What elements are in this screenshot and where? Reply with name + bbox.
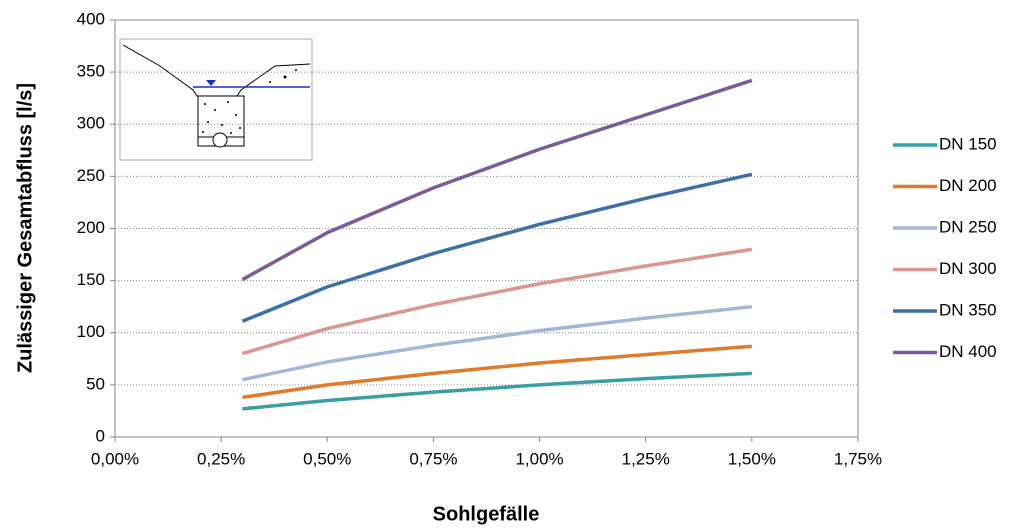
x-tick-label: 0,25% <box>197 449 245 468</box>
legend-label: DN 400 <box>939 342 997 361</box>
x-tick-label: 1,75% <box>834 449 882 468</box>
y-tick-label: 100 <box>77 322 105 341</box>
legend-label: DN 150 <box>939 134 997 153</box>
x-tick-label: 1,25% <box>622 449 670 468</box>
series-line <box>241 247 753 356</box>
gravel <box>202 69 297 134</box>
y-tick-label: 50 <box>86 374 105 393</box>
inset-diagram <box>119 38 313 161</box>
water-marker <box>206 80 216 86</box>
legend-label: DN 200 <box>939 176 997 195</box>
y-tick-label: 300 <box>77 114 105 133</box>
legend-label: DN 350 <box>939 300 997 319</box>
y-tick-label: 150 <box>77 270 105 289</box>
legend-label: DN 300 <box>939 259 997 278</box>
x-tick-label: 0,50% <box>303 449 351 468</box>
series-line <box>242 304 753 382</box>
x-tick-label: 0,00% <box>91 449 139 468</box>
y-axis-title: Zulässiger Gesamtabfluss [l/s] <box>14 83 36 373</box>
y-tick-label: 200 <box>77 218 105 237</box>
y-tick-label: 350 <box>77 62 105 81</box>
x-tick-label: 1,00% <box>515 449 563 468</box>
series-line <box>241 78 753 282</box>
x-tick-label: 1,50% <box>728 449 776 468</box>
pipe <box>212 132 228 148</box>
legend-label: DN 250 <box>939 217 997 236</box>
x-tick-label: 0,75% <box>409 449 457 468</box>
series-line <box>241 172 753 323</box>
series-line <box>242 371 752 411</box>
y-tick-label: 400 <box>77 9 105 28</box>
y-tick-label: 0 <box>96 426 105 445</box>
series-line <box>242 344 752 400</box>
y-tick-label: 250 <box>77 166 105 185</box>
x-axis-title: Sohlgefälle <box>433 503 540 525</box>
